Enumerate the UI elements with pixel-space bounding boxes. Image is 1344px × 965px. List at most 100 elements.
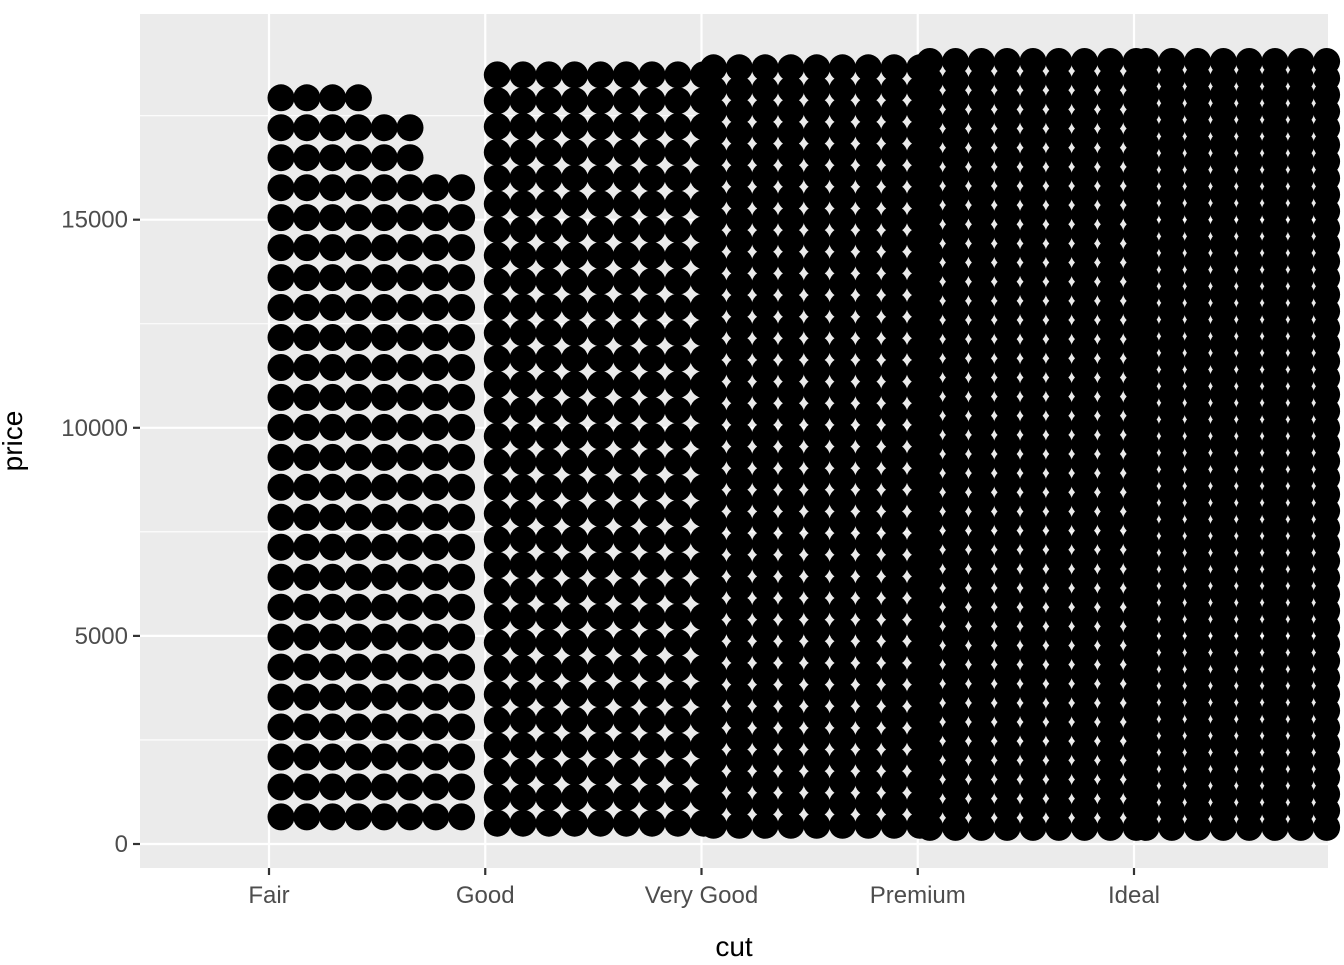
data-point (561, 319, 589, 347)
data-point (370, 593, 398, 621)
data-point (967, 105, 995, 133)
data-point (422, 563, 450, 591)
data-point (803, 487, 831, 515)
data-point (829, 227, 856, 255)
y-axis-title: price (0, 411, 28, 472)
data-point (612, 577, 640, 605)
data-point (1019, 277, 1047, 305)
data-point (829, 119, 856, 147)
data-point (942, 258, 969, 286)
data-point (396, 743, 424, 771)
data-point (1071, 182, 1098, 210)
data-point (483, 448, 511, 476)
data-point (535, 293, 563, 321)
data-point (422, 413, 450, 441)
data-point (1071, 316, 1098, 344)
data-point (1096, 488, 1124, 516)
data-point (319, 144, 347, 172)
data-point (854, 617, 882, 644)
data-point (1019, 296, 1047, 324)
data-point (751, 638, 779, 666)
data-point (1071, 354, 1098, 382)
data-point (916, 86, 944, 114)
data-point (1045, 718, 1073, 746)
data-point (1096, 430, 1124, 458)
data-point (561, 267, 589, 295)
data-point (751, 292, 779, 320)
data-point (1096, 373, 1124, 401)
data-point (993, 699, 1021, 726)
data-point (422, 354, 450, 381)
data-point (319, 803, 347, 831)
data-point (700, 227, 727, 255)
data-point (942, 641, 969, 669)
data-point (777, 725, 805, 753)
data-point (942, 718, 969, 746)
data-point (700, 184, 727, 212)
data-point (1045, 239, 1073, 267)
data-point (561, 371, 589, 398)
data-point (1045, 162, 1073, 190)
data-point (916, 392, 944, 420)
data-point (942, 756, 969, 784)
data-point (803, 768, 831, 796)
data-point (967, 411, 995, 439)
data-point (1071, 239, 1098, 267)
data-point (829, 162, 856, 190)
data-point (993, 354, 1021, 382)
data-point (942, 794, 969, 822)
data-point (1045, 603, 1073, 631)
data-point (993, 258, 1021, 286)
data-point (1045, 258, 1073, 286)
data-point (1096, 584, 1124, 612)
data-point (700, 249, 727, 277)
data-point (1045, 86, 1073, 114)
data-point (1045, 641, 1073, 669)
data-point (509, 603, 537, 631)
data-point (916, 48, 944, 75)
data-point (880, 552, 908, 580)
data-point (561, 216, 589, 244)
data-point (829, 681, 856, 709)
data-point (700, 790, 727, 818)
data-point (725, 660, 753, 688)
data-point (777, 97, 805, 125)
data-point (942, 67, 969, 95)
data-point (535, 474, 563, 502)
data-point (1071, 699, 1098, 726)
data-point (880, 54, 908, 82)
data-point (587, 603, 614, 631)
data-point (293, 324, 321, 351)
data-point (1045, 220, 1073, 248)
data-point (561, 783, 589, 811)
data-point (483, 603, 511, 631)
data-point (422, 264, 450, 292)
data-point (777, 530, 805, 558)
data-point (1019, 67, 1047, 95)
data-point (1071, 277, 1098, 305)
data-point (700, 314, 727, 341)
data-point (664, 525, 692, 553)
data-point (993, 182, 1021, 210)
data-point (1045, 699, 1073, 726)
data-point (344, 294, 372, 321)
data-point (561, 242, 589, 269)
data-point (803, 97, 831, 125)
data-point (587, 551, 614, 579)
data-point (396, 623, 424, 651)
data-point (829, 530, 856, 558)
data-point (483, 267, 511, 295)
data-point (535, 732, 563, 760)
data-point (751, 703, 779, 731)
data-point (942, 162, 969, 190)
data-point (344, 623, 372, 651)
data-point (293, 294, 321, 321)
data-point (916, 354, 944, 382)
data-point (1071, 545, 1098, 573)
data-point (993, 220, 1021, 248)
data-point (880, 530, 908, 558)
data-point (916, 775, 944, 803)
data-point (1045, 373, 1073, 401)
data-point (854, 443, 882, 471)
data-point (664, 448, 692, 476)
